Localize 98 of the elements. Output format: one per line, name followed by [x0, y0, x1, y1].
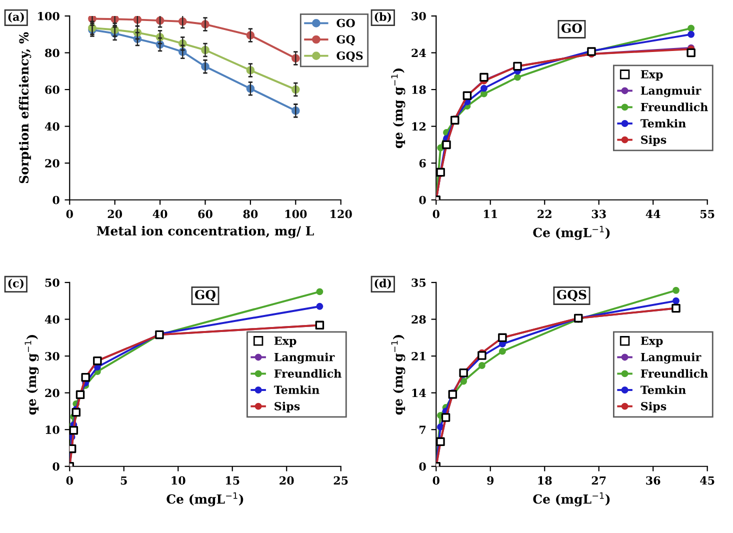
y-tick-label: 60	[45, 86, 60, 94]
legend-label: GO	[336, 18, 355, 28]
legend-label: Langmuir	[640, 86, 702, 98]
text: (b)	[374, 12, 391, 22]
x-tick-label: 10	[172, 476, 186, 485]
point	[686, 48, 696, 58]
x-axis-title: Ce (mgL$^{−1}$)	[166, 492, 244, 506]
y-tick-label: 14	[412, 388, 426, 398]
x-tick-label: 0	[66, 476, 73, 485]
x-tick-label: 55	[700, 210, 714, 218]
y-tick-label: 40	[44, 122, 60, 131]
legend-label: Langmuir	[274, 352, 335, 364]
x-tick-label: 40	[152, 210, 168, 218]
legend-label: Sips	[641, 402, 666, 413]
x-tick-label: 15	[226, 476, 240, 485]
x-tick-label: 5	[120, 476, 127, 485]
legend-label: Freundlich	[274, 369, 342, 378]
point	[672, 286, 680, 294]
x-tick-label: 9	[487, 476, 494, 485]
y-tick-label: 20	[45, 159, 60, 168]
legend-label: Freundlich	[640, 102, 708, 112]
x-tick-label: 0	[432, 476, 440, 485]
y-tick-label: 0	[52, 462, 60, 471]
y-tick-label: 30	[45, 352, 60, 360]
legend-label: Temkin	[274, 385, 320, 394]
x-axis-title: Metal ion concentration, mg/ L	[96, 226, 314, 238]
x-axis-title: Ce (mgL$^{−1}$)	[533, 226, 610, 240]
x-tick-label: 18	[538, 476, 552, 485]
x-tick-label: 33	[592, 210, 606, 218]
y-tick-label: 18	[412, 86, 426, 94]
y-tick-label: 0	[419, 196, 426, 204]
text: (d)	[374, 278, 391, 289]
legend-label: GQS	[336, 51, 363, 62]
point	[437, 424, 444, 430]
x-tick-label: 22	[538, 210, 552, 218]
legend-label: Sips	[274, 402, 300, 413]
x-tick-label: 36	[646, 476, 660, 485]
chart-title: GO	[561, 23, 582, 33]
legend-label: Exp	[640, 336, 663, 348]
point	[316, 288, 324, 296]
y-axis-title: qe (mg g$^{−1}$)	[391, 335, 406, 415]
y-tick-label: 100	[38, 12, 60, 20]
y-tick-label: 10	[46, 426, 60, 434]
text: GQ	[194, 290, 216, 302]
legend-label: Sips	[641, 135, 666, 146]
point	[672, 297, 680, 304]
y-tick-label: 30	[412, 12, 426, 20]
text: GQS	[556, 290, 586, 302]
point	[688, 30, 695, 38]
x-axis-title: Ce (mgL$^{−1}$)	[533, 492, 610, 506]
y-tick-label: 80	[45, 48, 60, 58]
y-tick-label: 6	[419, 159, 426, 168]
y-tick-label: 50	[45, 278, 60, 287]
point	[498, 348, 506, 355]
y-tick-label: 12	[412, 122, 426, 131]
x-tick-label: 20	[108, 210, 122, 218]
x-tick-label: 45	[700, 476, 714, 485]
y-tick-label: 0	[52, 196, 60, 204]
point	[460, 378, 468, 385]
y-tick-label: 20	[45, 388, 60, 398]
text: (c)	[8, 278, 24, 289]
y-tick-label: 40	[44, 315, 60, 324]
y-axis-title: Sorption efficiency, %	[18, 32, 32, 184]
legend-label: Exp	[640, 70, 663, 81]
legend-label: Temkin	[640, 118, 686, 128]
x-tick-label: 44	[646, 210, 660, 218]
x-tick-label: 11	[484, 210, 497, 218]
point	[480, 84, 488, 92]
legend-label: Temkin	[640, 385, 686, 394]
legend-label: Langmuir	[640, 352, 702, 364]
x-tick-label: 60	[198, 210, 212, 218]
legend-label: GQ	[336, 35, 355, 46]
y-axis-title: qe (mg g$^{−1}$)	[391, 68, 406, 148]
x-tick-label: 25	[334, 476, 348, 485]
point	[688, 24, 695, 32]
point	[514, 74, 521, 81]
x-tick-label: 0	[66, 210, 73, 218]
point	[316, 302, 324, 310]
x-tick-label: 27	[592, 476, 606, 485]
y-tick-label: 24	[412, 48, 426, 57]
legend-label: Freundlich	[640, 369, 708, 378]
y-tick-label: 7	[420, 426, 426, 434]
x-tick-label: 80	[243, 210, 258, 218]
x-tick-label: 20	[280, 476, 294, 485]
y-tick-label: 21	[412, 352, 426, 360]
x-tick-label: 120	[330, 210, 352, 218]
point	[480, 90, 488, 98]
y-tick-label: 0	[419, 462, 426, 471]
point	[480, 72, 488, 82]
y-tick-label: 28	[412, 315, 426, 324]
x-tick-label: 0	[432, 210, 440, 218]
x-tick-label: 100	[285, 210, 307, 218]
point	[450, 116, 460, 125]
y-axis-title: qe (mg g$^{−1}$)	[24, 335, 39, 415]
point	[478, 362, 486, 369]
y-tick-label: 35	[412, 278, 426, 287]
legend-label: Exp	[274, 336, 296, 348]
text: (a)	[8, 12, 24, 22]
